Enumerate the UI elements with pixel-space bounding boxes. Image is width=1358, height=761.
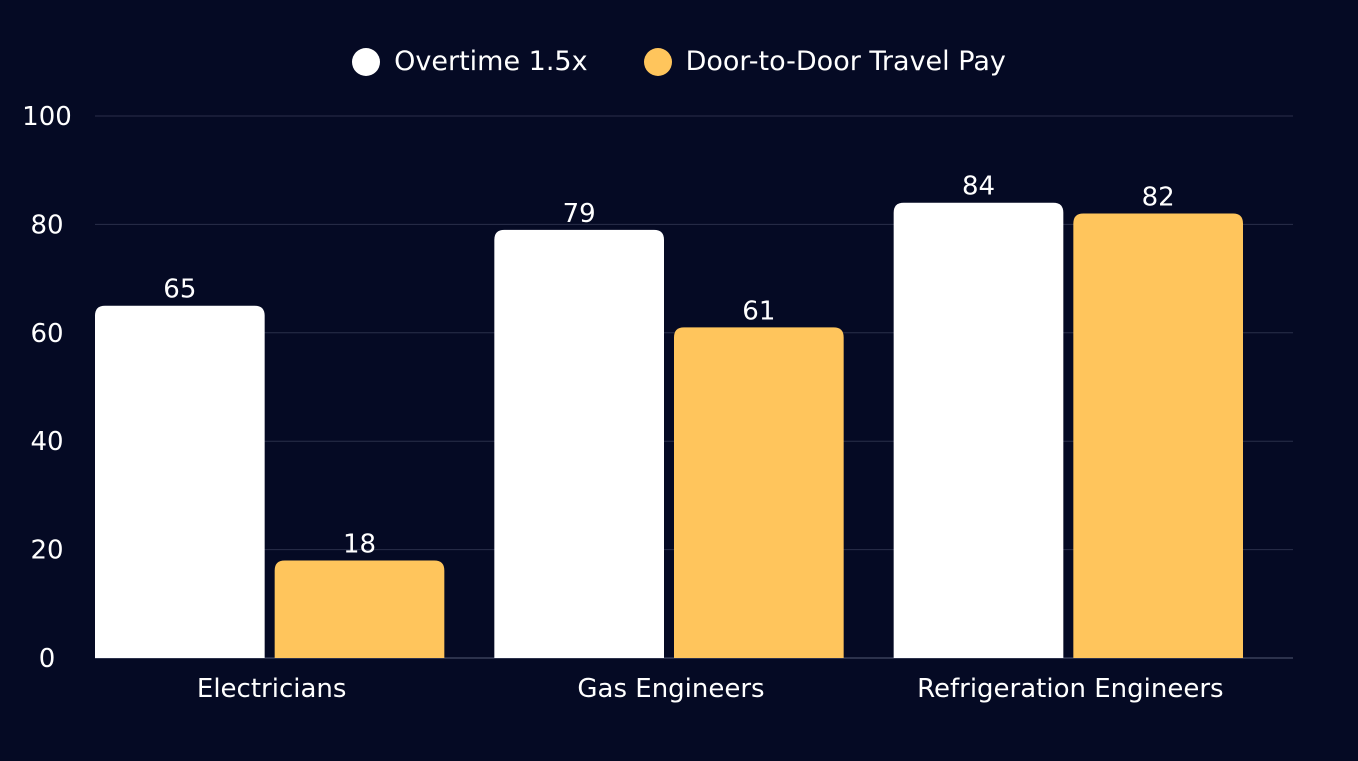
- bar-1-0[interactable]: [494, 229, 664, 658]
- legend-swatch-travel-pay: [643, 47, 672, 76]
- y-tick-label-40: 40: [30, 427, 63, 457]
- data-label-0-0: 65: [163, 275, 196, 305]
- data-label-1-1: 61: [742, 296, 775, 326]
- y-tick-label-80: 80: [30, 210, 63, 240]
- legend-label-travel-pay: Door-to-Door Travel Pay: [685, 46, 1006, 77]
- data-label-1-0: 79: [563, 199, 596, 229]
- y-tick-label-20: 20: [30, 536, 63, 566]
- legend-item-travel-pay[interactable]: Door-to-Door Travel Pay: [643, 46, 1006, 77]
- data-labels: 65 18 79 61 84 82: [163, 172, 1174, 560]
- y-tick-label-0: 0: [39, 644, 56, 674]
- bar-2-0[interactable]: [893, 202, 1064, 658]
- y-axis: 0 20 40 60 80 100: [22, 102, 72, 674]
- bar-2-1[interactable]: [1073, 213, 1243, 658]
- x-tick-label-2: Refrigeration Engineers: [917, 674, 1224, 704]
- bars: [95, 202, 1243, 658]
- bar-0-0[interactable]: [95, 305, 265, 658]
- data-label-2-1: 82: [1142, 183, 1175, 213]
- y-tick-label-60: 60: [30, 319, 63, 349]
- x-tick-label-0: Electricians: [197, 674, 347, 704]
- legend-swatch-overtime: [352, 47, 381, 76]
- y-tick-label-100: 100: [22, 102, 72, 132]
- legend-item-overtime[interactable]: Overtime 1.5x: [352, 46, 588, 77]
- bar-0-1[interactable]: [274, 560, 445, 658]
- x-tick-label-1: Gas Engineers: [577, 674, 764, 704]
- data-label-2-0: 84: [962, 172, 995, 202]
- legend-label-overtime: Overtime 1.5x: [394, 46, 588, 77]
- legend: Overtime 1.5x Door-to-Door Travel Pay: [0, 46, 1358, 77]
- data-label-0-1: 18: [343, 529, 376, 559]
- x-axis: Electricians Gas Engineers Refrigeration E…: [197, 674, 1224, 704]
- bar-1-1[interactable]: [674, 327, 844, 658]
